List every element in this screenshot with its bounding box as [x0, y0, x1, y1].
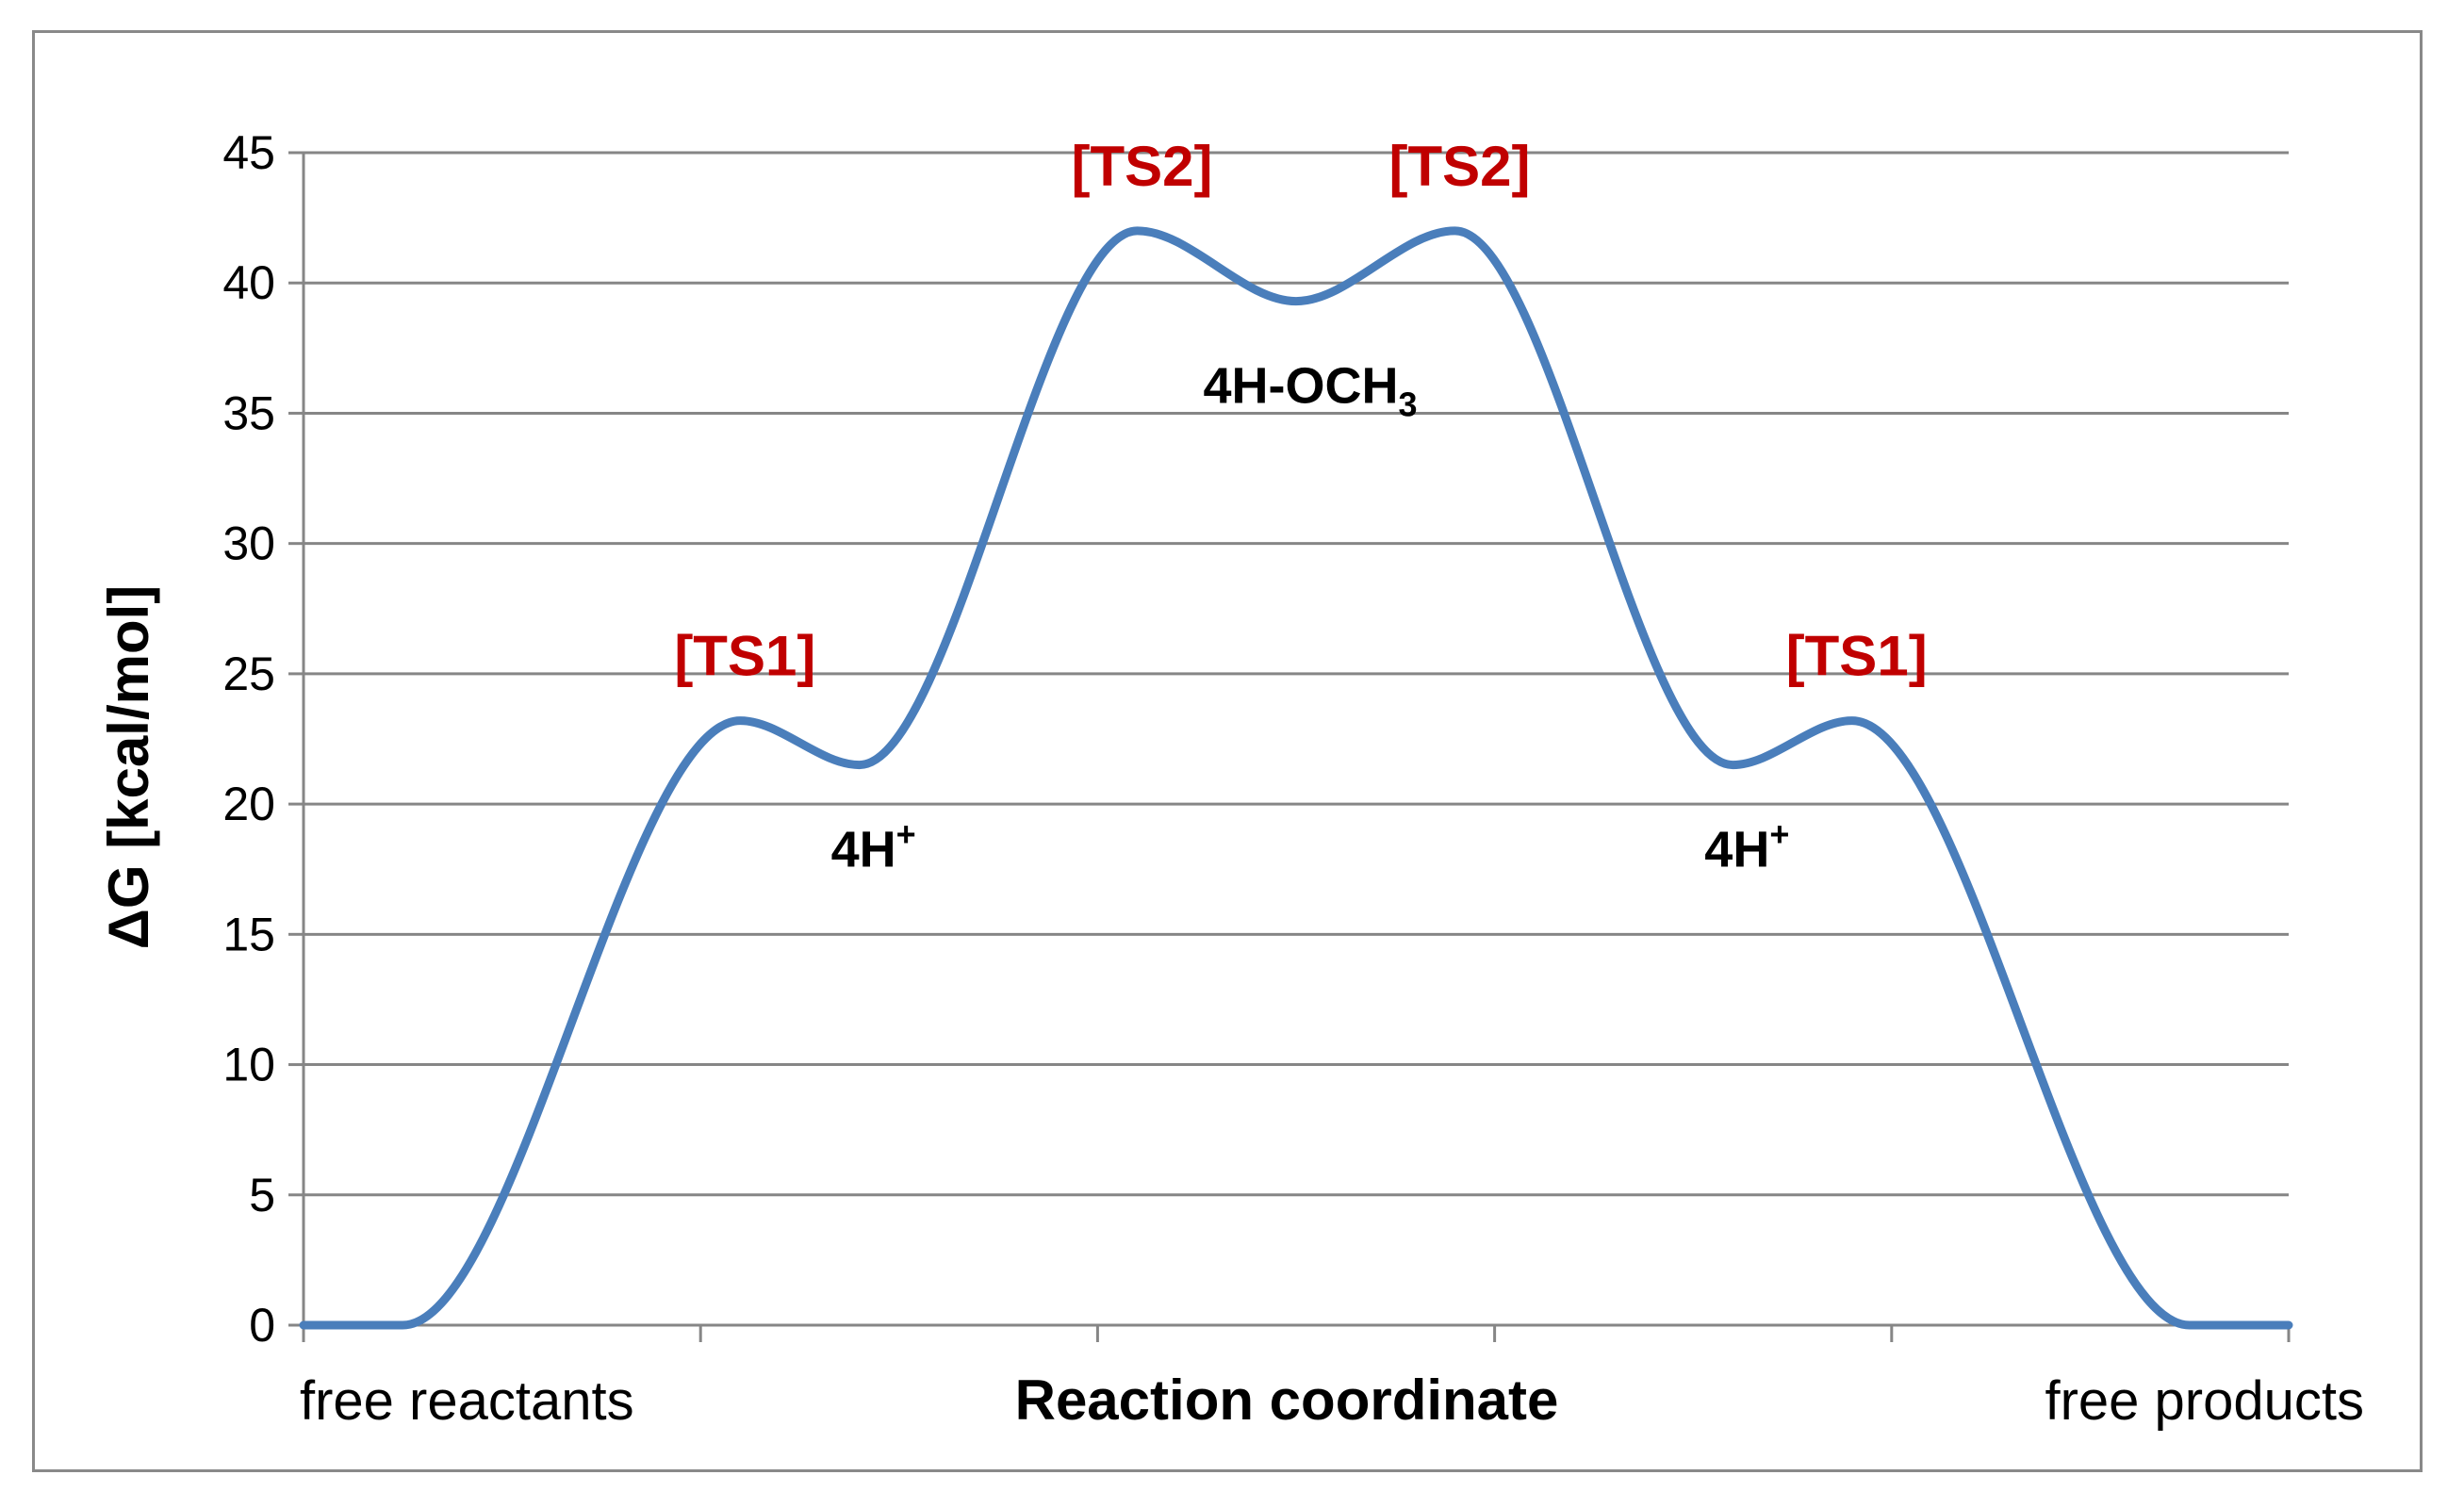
x-label-free-reactants: free reactants: [300, 1370, 634, 1432]
y-tick-label: 35: [222, 386, 275, 439]
intermediate-label: 4H+: [831, 815, 916, 878]
y-tick-label: 20: [222, 778, 275, 830]
y-tick-label: 45: [222, 126, 275, 179]
ts-label: [TS1]: [1786, 625, 1928, 688]
chart-frame: 0 5 10 15 20 25 30 35 40 45 Reaction coordinate ΔG …: [32, 30, 2423, 1472]
intermediate-label: 4H-OCH3: [1203, 358, 1417, 424]
y-tick-label: 25: [222, 647, 275, 700]
energy-profile-line: [299, 226, 2293, 1330]
y-tick-label: 5: [249, 1169, 275, 1221]
y-tick-label: 10: [222, 1039, 275, 1091]
intermediate-label: 4H+: [1704, 815, 1789, 878]
y-tick-label: 40: [222, 256, 275, 309]
energy-profile-chart: 0 5 10 15 20 25 30 35 40 45 Reaction coordinate ΔG …: [97, 126, 2364, 1432]
x-axis-title: Reaction coordinate: [1015, 1369, 1559, 1432]
y-axis-title: ΔG [kcal/mol]: [97, 585, 160, 950]
ts-label: [TS2]: [1388, 135, 1530, 198]
ts-label: [TS1]: [674, 625, 815, 688]
y-tick-label: 30: [222, 517, 275, 570]
y-tick-label: 15: [222, 908, 275, 960]
ts-label: [TS2]: [1072, 135, 1213, 198]
y-tick-label: 0: [249, 1299, 275, 1352]
x-label-free-products: free products: [2045, 1370, 2364, 1432]
